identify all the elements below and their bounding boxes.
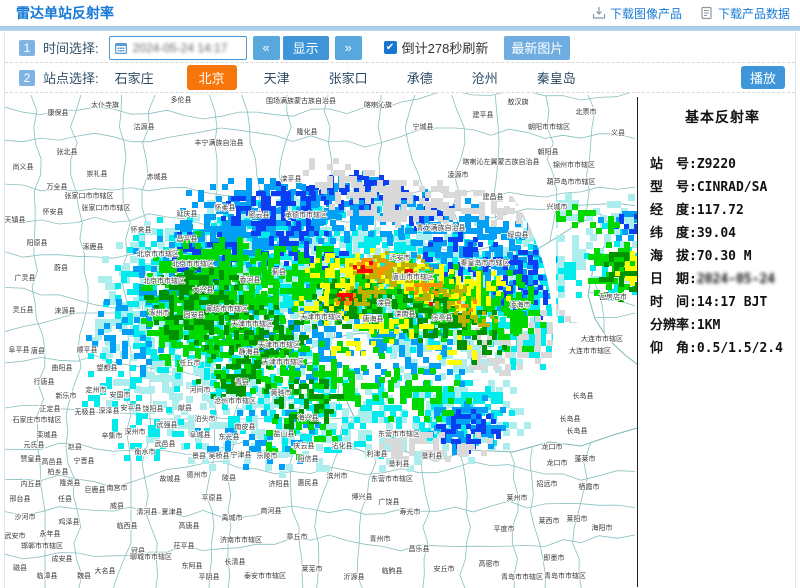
header-links: 下载图像产品 下载产品数据: [592, 5, 790, 22]
station-button-秦皇岛[interactable]: 秦皇岛: [536, 71, 576, 86]
station-button-沧州[interactable]: 沧州: [471, 71, 498, 86]
station-list: 石家庄 北京 天津 张家口 承德 沧州 秦皇岛: [109, 65, 609, 90]
download-image-product-link[interactable]: 下载图像产品: [592, 5, 682, 22]
station-button-承德[interactable]: 承德: [406, 71, 433, 86]
station-button-张家口[interactable]: 张家口: [328, 71, 368, 86]
info-row: 海 拔:70.30 M: [650, 249, 752, 264]
auto-refresh-checkbox[interactable]: ✔: [383, 41, 397, 54]
main-area: 康保县 太仆寺旗 多伦县 沽源县 丰宁满族自治县 围场满族蒙古族自治县 隆化县 张北县 尚义县崇…: [5, 93, 795, 588]
datetime-input[interactable]: 2024-05-24 14:17: [108, 35, 247, 60]
download-product-data-link[interactable]: 下载产品数据: [700, 5, 790, 22]
map-labels: 康保县太仆寺旗多伦县沽源县丰宁满族自治县围场满族蒙古族自治县隆化县张北县尚义县崇…: [5, 94, 628, 582]
countdown-label: 倒计278秒刷新: [401, 41, 489, 56]
info-row: 仰 角:0.5/1.5/2.4: [650, 341, 783, 356]
show-button[interactable]: 显示: [282, 35, 329, 60]
content-panel: 1 时间选择: 2024-05-24 14:17 « 显示 » ✔ 倒计278秒…: [4, 33, 796, 588]
play-button[interactable]: 播放: [741, 66, 785, 89]
prev-time-button[interactable]: «: [252, 35, 280, 60]
info-row: 经 度:117.72: [650, 203, 744, 218]
info-row: 站 号:Z9220: [650, 157, 736, 172]
step-2-badge: 2: [19, 69, 35, 86]
info-row: 日 期:2024-05-24: [650, 272, 776, 287]
datetime-value: 2024-05-24 14:17: [132, 40, 228, 55]
page-title: 雷达单站反射率: [16, 5, 114, 21]
time-select-label: 时间选择:: [43, 41, 99, 56]
radar-map-container[interactable]: 康保县 太仆寺旗 多伦县 沽源县 丰宁满族自治县 围场满族蒙古族自治县 隆化县 张北县 尚义县崇…: [5, 93, 637, 588]
station-button-北京[interactable]: 北京: [186, 65, 237, 90]
station-button-石家庄[interactable]: 石家庄: [114, 71, 154, 86]
station-info-panel: 基本反射率 站 号:Z9220 型 号:CINRAD/SA 经 度:117.72 纬 …: [638, 93, 795, 588]
info-row: 分辨率:1KM: [650, 318, 721, 333]
download-product-data-label: 下载产品数据: [717, 6, 790, 21]
download-image-product-label: 下载图像产品: [609, 6, 682, 21]
calendar-icon: [114, 42, 127, 54]
info-row: 时 间:14:17 BJT: [650, 295, 768, 310]
time-select-row: 1 时间选择: 2024-05-24 14:17 « 显示 » ✔ 倒计278秒…: [5, 33, 795, 63]
header-divider-strip: [0, 26, 800, 31]
map-panel-divider: [637, 97, 638, 587]
station-select-label: 站点选择:: [43, 71, 99, 86]
radar-map[interactable]: 康保县太仆寺旗多伦县沽源县丰宁满族自治县围场满族蒙古族自治县隆化县张北县尚义县崇…: [5, 93, 637, 588]
info-row: 纬 度:39.04: [650, 226, 736, 241]
info-row: 型 号:CINRAD/SA: [650, 180, 768, 195]
step-1-badge: 1: [19, 39, 35, 56]
next-time-button[interactable]: »: [334, 35, 362, 60]
top-header: 雷达单站反射率 下载图像产品 下载产品数据: [0, 0, 800, 24]
download-icon: [592, 7, 606, 19]
station-select-row: 2 站点选择: 石家庄 北京 天津 张家口 承德 沧州 秦皇岛 播放: [5, 63, 795, 93]
info-panel-title: 基本反射率: [685, 110, 760, 126]
auto-refresh-group: ✔ 倒计278秒刷新: [383, 38, 489, 57]
document-icon: [701, 6, 712, 20]
station-button-天津[interactable]: 天津: [263, 71, 290, 86]
info-rows: 站 号:Z9220 型 号:CINRAD/SA 经 度:117.72 纬 度:39.0…: [650, 153, 795, 360]
latest-image-button[interactable]: 最新图片: [504, 35, 571, 60]
